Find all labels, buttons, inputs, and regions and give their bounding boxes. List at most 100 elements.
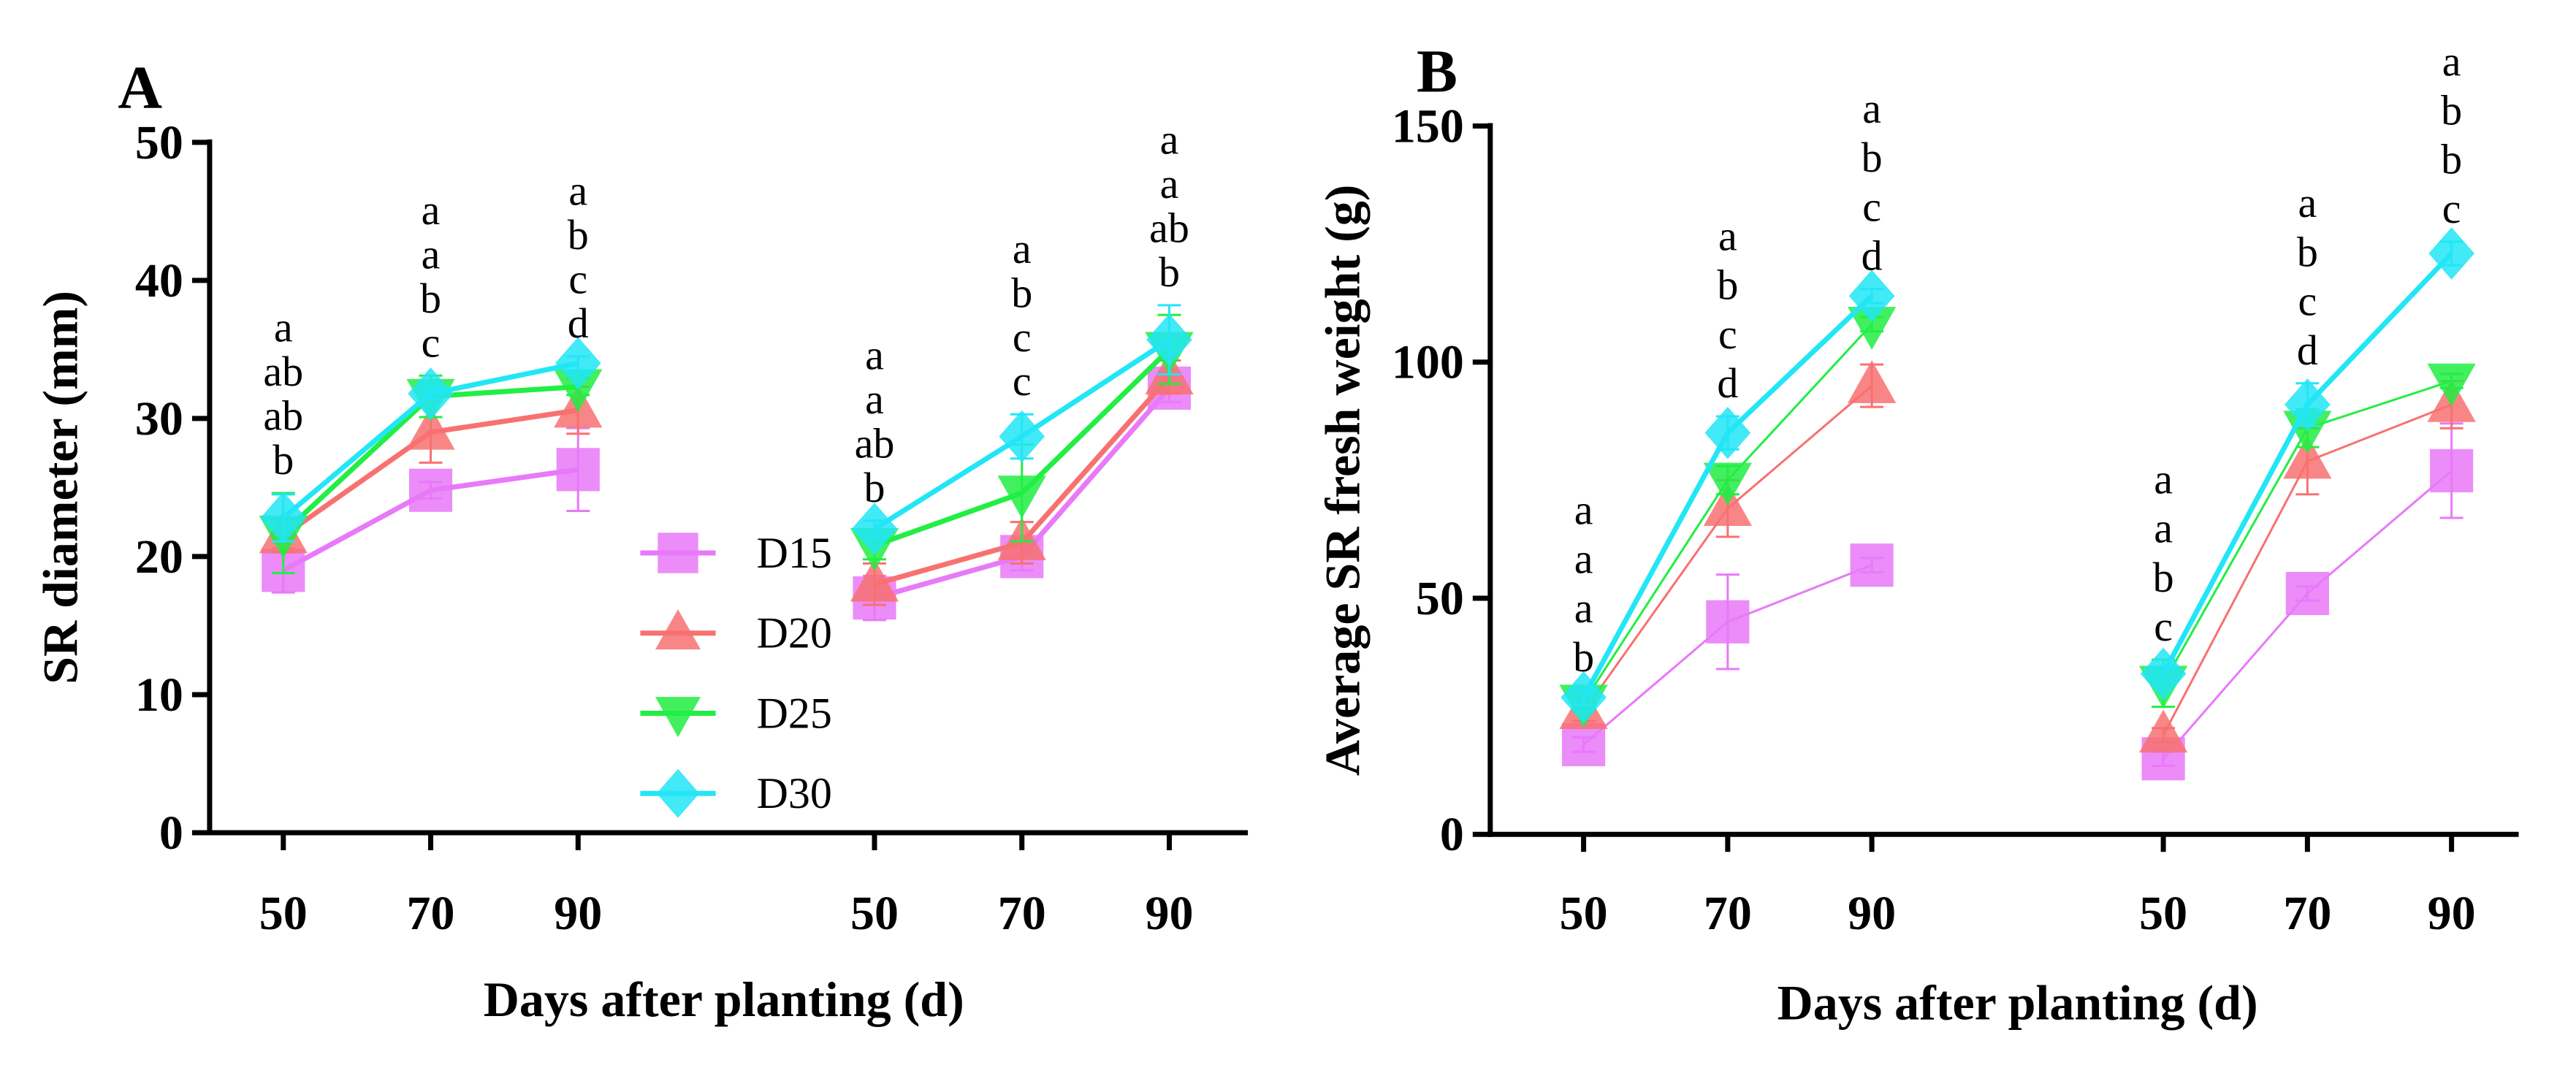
data-point bbox=[851, 503, 898, 555]
significance-letter: a bbox=[1013, 225, 1032, 272]
significance-letter: a bbox=[865, 331, 884, 378]
significance-letter: c bbox=[2298, 278, 2317, 325]
y-tick-label: 40 bbox=[135, 254, 183, 308]
significance-letter: a bbox=[1574, 584, 1593, 632]
significance-letter: a bbox=[1862, 85, 1881, 132]
data-point bbox=[997, 476, 1046, 519]
data-point bbox=[1561, 671, 1607, 724]
data-point bbox=[1704, 406, 1751, 459]
legend-label: D15 bbox=[757, 529, 832, 577]
significance-letter: a bbox=[274, 304, 293, 351]
x-tick-label: 90 bbox=[1145, 887, 1193, 940]
data-point bbox=[1706, 600, 1750, 644]
significance-letter: b bbox=[1717, 262, 1738, 309]
data-point bbox=[2140, 647, 2187, 701]
series-d30 bbox=[2140, 227, 2474, 701]
y-tick-label: 0 bbox=[159, 806, 183, 860]
legend: D15 D20 D25 D30 bbox=[640, 529, 832, 818]
legend-label: D20 bbox=[757, 609, 832, 657]
significance-letter: b bbox=[273, 436, 294, 484]
series-d30 bbox=[851, 304, 1192, 555]
significance-letter: d bbox=[568, 299, 589, 347]
x-axis-title: Days after planting (d) bbox=[484, 972, 964, 1027]
significance-letter: c bbox=[1862, 183, 1881, 230]
significance-letter: b bbox=[2441, 136, 2462, 183]
data-point bbox=[1847, 360, 1897, 403]
significance-letter: a bbox=[422, 230, 441, 278]
series-d30 bbox=[260, 337, 601, 544]
significance-letter: a bbox=[2298, 179, 2317, 226]
legend-item-d25: D25 bbox=[640, 689, 832, 737]
significance-letter: c bbox=[2442, 185, 2461, 232]
data-point bbox=[408, 367, 454, 420]
legend-marker bbox=[655, 609, 701, 650]
x-tick-label: 90 bbox=[1848, 887, 1896, 940]
significance-letter: d bbox=[1861, 232, 1883, 279]
series-d15 bbox=[1562, 543, 1894, 766]
data-point bbox=[2285, 571, 2329, 616]
data-point bbox=[408, 468, 453, 512]
legend-label: D30 bbox=[757, 769, 832, 817]
significance-letter: a bbox=[2154, 455, 2173, 503]
significance-letter: b bbox=[1861, 134, 1883, 181]
data-point bbox=[2430, 448, 2474, 492]
significance-letter: d bbox=[2297, 327, 2318, 374]
x-tick-label: 70 bbox=[2283, 887, 2331, 940]
significance-letter: c bbox=[1013, 357, 1032, 405]
significance-letter: a bbox=[2154, 505, 2173, 552]
significance-letter: a bbox=[1574, 486, 1593, 533]
significance-letter: ab bbox=[855, 419, 895, 467]
panel-b: B 0 50 100 150 Average SR fresh weight (g) Day… bbox=[1315, 37, 2519, 1030]
data-point bbox=[556, 448, 600, 492]
significance-letter: b bbox=[864, 464, 885, 511]
data-point bbox=[1848, 270, 1895, 323]
significance-letter: a bbox=[1718, 212, 1737, 259]
panel-a: A 0 10 20 30 40 50 SR diameter (mm) Days after p… bbox=[32, 54, 1249, 1027]
data-point bbox=[260, 492, 307, 544]
x-tick-label: 50 bbox=[850, 887, 899, 940]
y-tick-label: 50 bbox=[135, 116, 183, 169]
significance-letter: a bbox=[422, 186, 441, 234]
data-point bbox=[1146, 313, 1192, 366]
significance-letter: c bbox=[422, 318, 441, 366]
x-tick-label: 50 bbox=[1560, 887, 1608, 940]
significance-letter: c bbox=[568, 255, 587, 302]
legend-item-d15: D15 bbox=[640, 529, 832, 577]
data-point bbox=[2138, 709, 2188, 753]
panel-letter: A bbox=[118, 54, 162, 122]
significance-letter: b bbox=[1011, 269, 1032, 316]
legend-item-d30: D30 bbox=[640, 768, 832, 818]
data-point bbox=[406, 406, 455, 450]
significance-letter: a bbox=[1160, 160, 1179, 207]
significance-letter: b bbox=[420, 275, 441, 322]
x-tick-label: 50 bbox=[259, 887, 308, 940]
significance-letter: b bbox=[1573, 633, 1594, 681]
significance-letter: c bbox=[1013, 313, 1032, 361]
data-point bbox=[2427, 363, 2476, 407]
data-point bbox=[850, 558, 899, 602]
y-axis-title: Average SR fresh weight (g) bbox=[1315, 185, 1371, 776]
x-tick-label: 70 bbox=[998, 887, 1046, 940]
y-tick-label: 150 bbox=[1392, 99, 1464, 153]
x-tick-label: 90 bbox=[2428, 887, 2476, 940]
data-point bbox=[2285, 378, 2331, 431]
y-tick-label: 0 bbox=[1440, 808, 1464, 861]
legend-label: D25 bbox=[757, 689, 832, 737]
significance-letter: a bbox=[865, 375, 884, 423]
x-tick-label: 90 bbox=[554, 887, 602, 940]
x-tick-label: 50 bbox=[2139, 887, 2187, 940]
x-tick-label: 70 bbox=[407, 887, 455, 940]
y-tick-label: 100 bbox=[1392, 336, 1464, 389]
series-d30 bbox=[1561, 270, 1895, 724]
y-tick-label: 20 bbox=[135, 530, 183, 584]
panel-letter: B bbox=[1417, 37, 1457, 105]
data-point bbox=[2428, 227, 2474, 280]
legend-marker bbox=[656, 768, 700, 818]
significance-letter: b bbox=[2153, 554, 2174, 601]
y-tick-label: 30 bbox=[135, 392, 183, 446]
x-axis-title: Days after planting (d) bbox=[1777, 974, 2258, 1030]
data-point bbox=[1703, 462, 1753, 506]
significance-letter: ab bbox=[263, 392, 303, 440]
legend-item-d20: D20 bbox=[640, 609, 832, 657]
